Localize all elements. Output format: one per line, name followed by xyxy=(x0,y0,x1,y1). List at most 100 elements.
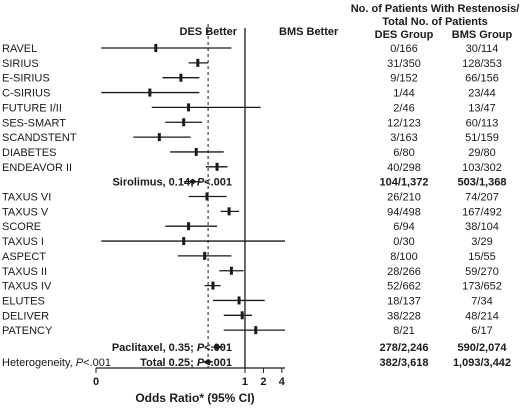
taxus-study-1-bms: 167/492 xyxy=(462,206,502,218)
study-0-bms: 30/114 xyxy=(466,43,499,55)
total-pooled-diamond xyxy=(204,358,213,365)
taxus-study-2-point xyxy=(187,222,191,231)
taxus-study-8-bms: 48/214 xyxy=(465,310,499,322)
study-7-bms: 29/80 xyxy=(468,147,496,159)
taxus-study-4-bms: 15/55 xyxy=(468,251,496,263)
taxus-study-5-point xyxy=(229,266,233,275)
study-3-point xyxy=(148,88,152,97)
sirolimus-pooled-label: Sirolimus, 0.14; P<.001 xyxy=(112,177,232,189)
header-bms-group: BMS Group xyxy=(452,29,513,41)
study-3-des: 1/44 xyxy=(393,88,414,100)
taxus-study-7-des: 18/137 xyxy=(387,295,421,307)
taxus-study-1-label: TAXUS V xyxy=(2,206,49,218)
sirolimus-pooled-diamond xyxy=(188,178,197,185)
taxus-study-2-label: SCORE xyxy=(2,221,41,233)
header-line-2: Total No. of Patients xyxy=(382,16,488,28)
taxus-study-1-point xyxy=(227,207,231,216)
study-4-point xyxy=(187,103,191,112)
study-3-label: C-SIRIUS xyxy=(2,88,50,100)
x-tick-label-3: 4 xyxy=(279,376,286,388)
study-0-label: RAVEL xyxy=(2,43,37,55)
taxus-study-4-point xyxy=(203,251,207,260)
bms-better-label: BMS Better xyxy=(279,26,339,38)
study-6-label: SCANDSTENT xyxy=(2,132,77,144)
paclitaxel-pooled-des: 278/2,246 xyxy=(380,342,429,354)
study-5-bms: 60/113 xyxy=(466,117,499,129)
study-4-label: FUTURE I/II xyxy=(2,102,62,114)
taxus-study-0-label: TAXUS VI xyxy=(2,192,51,204)
taxus-study-2-bms: 38/104 xyxy=(465,221,499,233)
des-better-label: DES Better xyxy=(180,26,238,38)
taxus-study-0-bms: 74/207 xyxy=(465,192,499,204)
header-line-1: No. of Patients With Restenosis/ xyxy=(351,3,520,15)
taxus-study-0-point xyxy=(205,192,209,201)
taxus-study-8-point xyxy=(240,311,244,320)
taxus-study-9-des: 8/21 xyxy=(393,325,414,337)
study-8-label: ENDEAVOR II xyxy=(2,162,72,174)
study-6-point xyxy=(157,133,161,142)
paclitaxel-pooled-diamond xyxy=(213,344,222,350)
taxus-study-5-bms: 59/270 xyxy=(465,266,499,278)
taxus-study-5-label: TAXUS II xyxy=(2,266,47,278)
taxus-study-8-label: DELIVER xyxy=(2,310,49,322)
study-1-des: 31/350 xyxy=(387,58,421,70)
total-pooled-bms: 1,093/3,442 xyxy=(453,357,511,369)
study-5-des: 12/123 xyxy=(387,117,421,129)
study-6-bms: 51/159 xyxy=(465,132,499,144)
sirolimus-pooled-bms: 503/1,368 xyxy=(458,177,507,189)
study-3-bms: 23/44 xyxy=(468,88,496,100)
taxus-study-7-bms: 7/34 xyxy=(471,295,492,307)
study-7-des: 6/80 xyxy=(393,147,414,159)
taxus-study-9-label: PATENCY xyxy=(2,325,53,337)
taxus-study-7-label: ELUTES xyxy=(2,295,45,307)
taxus-study-3-label: TAXUS I xyxy=(2,236,44,248)
study-7-point xyxy=(194,147,198,156)
study-6-des: 3/163 xyxy=(390,132,418,144)
taxus-study-5-des: 28/266 xyxy=(387,266,421,278)
taxus-study-8-des: 38/228 xyxy=(387,310,421,322)
total-pooled-label: Total 0.25; P<.001 xyxy=(140,357,232,369)
taxus-study-3-bms: 3/29 xyxy=(471,236,492,248)
x-axis-title: Odds Ratio* (95% CI) xyxy=(135,391,254,405)
taxus-study-6-des: 52/662 xyxy=(387,281,421,293)
taxus-study-2-des: 6/94 xyxy=(393,221,414,233)
x-tick-label-1: 1 xyxy=(242,376,248,388)
study-5-label: SES-SMART xyxy=(2,117,66,129)
study-1-point xyxy=(196,58,200,67)
taxus-study-0-des: 26/210 xyxy=(387,192,421,204)
study-0-point xyxy=(154,44,158,52)
taxus-study-9-point xyxy=(254,326,258,335)
header-des-group: DES Group xyxy=(375,29,434,41)
study-1-label: SIRIUS xyxy=(2,58,39,70)
study-5-point xyxy=(182,118,186,127)
study-2-des: 9/152 xyxy=(390,73,418,85)
heterogeneity-label: Heterogeneity, P<.001 xyxy=(2,357,111,369)
study-7-label: DIABETES xyxy=(2,147,56,159)
taxus-study-4-label: ASPECT xyxy=(2,251,46,263)
taxus-study-7-point xyxy=(237,296,241,305)
taxus-study-9-bms: 6/17 xyxy=(471,325,492,337)
study-8-bms: 103/302 xyxy=(462,162,502,174)
study-2-point xyxy=(179,73,183,82)
paclitaxel-pooled-bms: 590/2,074 xyxy=(458,342,508,354)
study-4-des: 2/46 xyxy=(393,102,414,114)
study-0-des: 0/166 xyxy=(390,43,418,55)
study-4-bms: 13/47 xyxy=(468,102,496,114)
taxus-study-6-point xyxy=(211,281,215,290)
study-1-bms: 128/353 xyxy=(462,58,502,70)
taxus-study-4-des: 8/100 xyxy=(390,251,418,263)
taxus-study-3-des: 0/30 xyxy=(393,236,414,248)
taxus-study-6-label: TAXUS IV xyxy=(2,281,52,293)
total-pooled-des: 382/3,618 xyxy=(380,357,429,369)
taxus-study-1-des: 94/498 xyxy=(387,206,421,218)
study-8-point xyxy=(215,162,219,171)
sirolimus-pooled-des: 104/1,372 xyxy=(380,177,429,189)
x-tick-label-2: 2 xyxy=(260,376,266,388)
taxus-study-6-bms: 173/652 xyxy=(462,281,502,293)
study-2-label: E-SIRIUS xyxy=(2,73,50,85)
x-tick-label-0: 0 xyxy=(93,376,99,388)
taxus-study-3-point xyxy=(182,237,186,246)
study-8-des: 40/298 xyxy=(387,162,421,174)
plot-marks xyxy=(95,24,285,373)
